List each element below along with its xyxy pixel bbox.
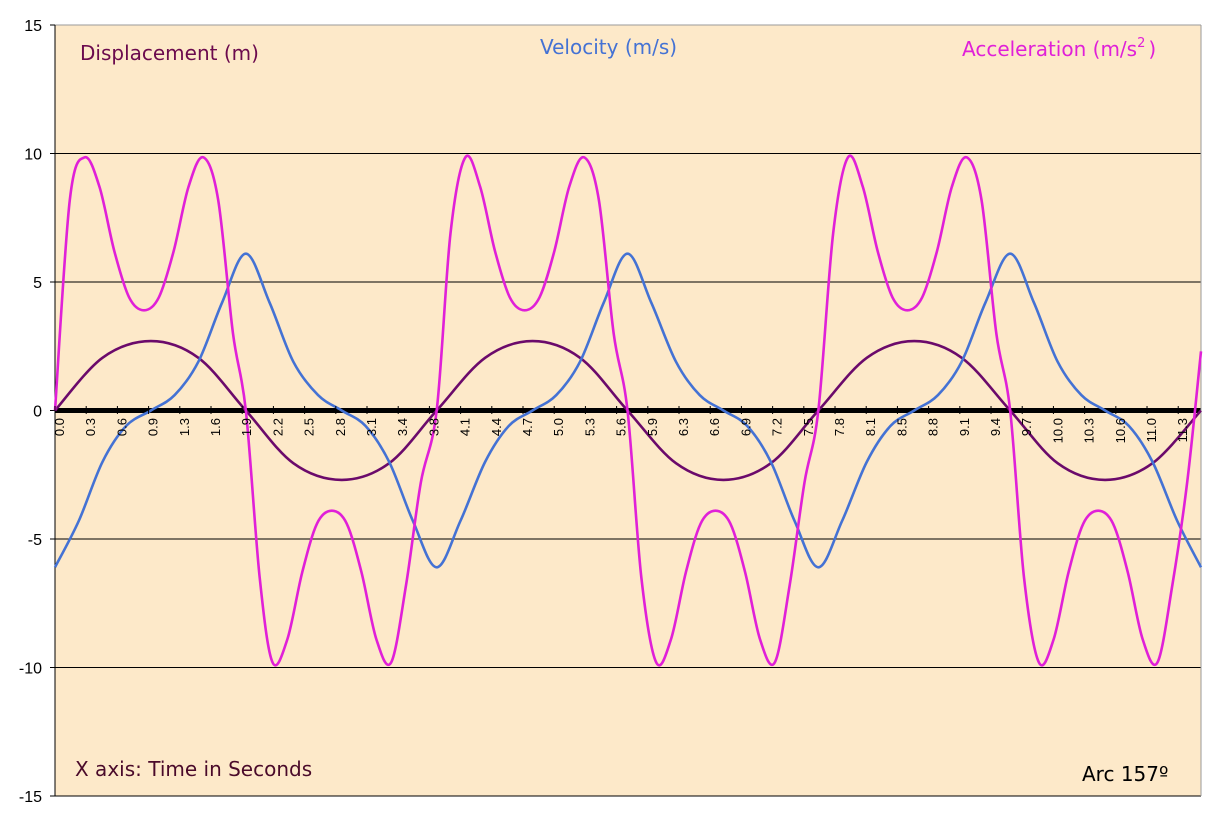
x-tick-label: 9.4 — [988, 418, 1003, 436]
x-tick-label: 4.1 — [458, 418, 473, 436]
acceleration-label-main: Acceleration (m/s — [962, 37, 1137, 61]
x-tick-label: 3.1 — [364, 418, 379, 436]
x-tick-label: 7.5 — [801, 418, 816, 436]
x-tick-label: 4.4 — [489, 418, 504, 436]
x-tick-label: 5.9 — [645, 418, 660, 436]
x-tick-label: 7.8 — [832, 418, 847, 436]
x-tick-label: 0.6 — [114, 418, 129, 436]
x-tick-label: 8.1 — [863, 418, 878, 436]
gridlines — [55, 24, 1201, 797]
x-axis-note: X axis: Time in Seconds — [75, 757, 312, 781]
x-tick-label: 10.0 — [1050, 418, 1065, 443]
x-tick-label: 0.3 — [83, 418, 98, 436]
y-tick-label: 0 — [33, 404, 42, 421]
x-tick-label: 6.3 — [676, 418, 691, 436]
x-tick-label: 4.7 — [520, 418, 535, 436]
x-tick-label: 5.6 — [614, 418, 629, 436]
x-tick-label: 3.8 — [426, 418, 441, 436]
x-tick-label: 10.3 — [1082, 418, 1097, 443]
velocity-series-line — [53, 252, 1203, 569]
x-tick-label: 8.8 — [926, 418, 941, 436]
x-tick-label: 5.0 — [551, 418, 566, 436]
series-layer — [53, 154, 1203, 667]
y-tick-label: 15 — [24, 18, 42, 35]
arc-label: Arc 157º — [1082, 762, 1168, 786]
x-tick-label: 0.9 — [146, 418, 161, 436]
x-tick-label: 11.0 — [1144, 418, 1159, 442]
displacement-label: Displacement (m) — [80, 41, 259, 65]
acceleration-label: Acceleration (m/s2) — [962, 36, 1156, 61]
y-axis-ticks: 15 10 5 0 -5 -10 -15 — [19, 18, 55, 806]
x-tick-label: 3.4 — [395, 418, 410, 436]
x-tick-label: 0.0 — [52, 418, 67, 436]
x-tick-label: 2.5 — [302, 418, 317, 436]
y-tick-label: -15 — [19, 789, 42, 806]
acceleration-series-line — [53, 154, 1203, 667]
x-tick-label: 11.3 — [1175, 418, 1190, 442]
x-tick-label: 2.2 — [270, 418, 285, 436]
x-tick-label: 1.6 — [208, 418, 223, 436]
x-tick-label: 1.9 — [239, 418, 254, 436]
y-tick-label: -10 — [19, 661, 42, 678]
x-axis-ticks: 0.0 0.3 0.6 0.9 1.3 1.6 1.9 2.2 2.5 2.8 3.1 3.4 3.8 4… — [52, 406, 1190, 443]
x-tick-label: 8.5 — [894, 418, 909, 436]
velocity-label: Velocity (m/s) — [540, 35, 677, 59]
y-tick-label: 5 — [33, 275, 42, 292]
x-tick-label: 6.9 — [738, 418, 753, 436]
y-tick-label: 10 — [24, 147, 42, 164]
x-tick-label: 2.8 — [333, 418, 348, 436]
x-tick-label: 10.6 — [1113, 418, 1128, 443]
y-tick-label: -5 — [28, 532, 42, 549]
x-tick-label: 1.3 — [177, 418, 192, 436]
x-tick-label: 6.6 — [707, 418, 722, 436]
x-tick-label: 7.2 — [770, 418, 785, 436]
x-tick-label: 5.3 — [582, 418, 597, 436]
acceleration-label-close: ) — [1148, 37, 1156, 61]
x-tick-label: 9.1 — [957, 418, 972, 436]
acceleration-label-superscript: 2 — [1137, 36, 1145, 51]
x-tick-label: 9.7 — [1019, 418, 1034, 436]
